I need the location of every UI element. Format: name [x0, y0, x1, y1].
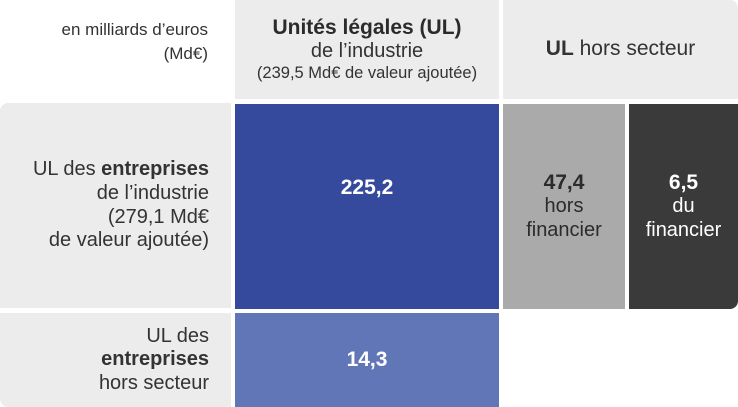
row-title: UL des: [146, 324, 209, 347]
cell-industrie-financier: 6,5 du financier: [629, 104, 738, 309]
row-title-prefix: UL des: [32, 158, 102, 181]
cell-value: 14,3: [346, 347, 388, 371]
column-title-rest: hors secteur: [573, 37, 696, 61]
cell-value: 6,5: [668, 170, 699, 194]
row-header-entreprises-hors-secteur: UL des entreprises hors secteur: [0, 313, 231, 407]
cell-label-line2: financier: [645, 218, 722, 241]
row-value-added-line2: de valeur ajoutée): [48, 229, 209, 252]
column-title: UL hors secteur: [546, 37, 695, 62]
column-title-bold: UL: [545, 37, 574, 61]
row-value-added-line1: (279,1 Md€: [107, 205, 209, 228]
column-header-ul-hors-secteur: UL hors secteur: [503, 0, 738, 99]
cell-industrie-hors-financier: 47,4 hors financier: [503, 104, 625, 309]
unit-label: en milliards d’euros (Md€): [0, 0, 230, 97]
cell-value: 225,2: [340, 176, 394, 199]
row-title-bold: entreprises: [101, 348, 209, 371]
row-header-entreprises-industrie: UL des entreprises de l’industrie (279,1…: [0, 103, 231, 308]
column-value-added: (239,5 Md€ de valeur ajoutée): [256, 63, 478, 82]
cell-label-line1: du: [672, 195, 695, 218]
column-subtitle: de l’industrie: [310, 40, 424, 63]
row-subtitle: de l’industrie: [96, 181, 209, 204]
cell-value: 47,4: [543, 170, 585, 194]
cell-hors-secteur-industrie: 14,3: [235, 313, 499, 407]
row-title-bold: entreprises: [101, 158, 209, 181]
unit-label-line1: en milliards d’euros: [61, 20, 208, 39]
row-title: UL des entreprises: [33, 158, 209, 182]
row-subtitle: hors secteur: [98, 371, 209, 394]
cell-label-line2: financier: [526, 218, 602, 241]
cell-label-line1: hors: [544, 195, 584, 218]
column-title: Unités légales (UL): [272, 15, 462, 39]
unit-label-line2: (Md€): [163, 43, 208, 63]
column-header-ul-industrie: Unités légales (UL) de l’industrie (239,…: [235, 0, 499, 99]
cell-industrie-industrie: 225,2: [235, 104, 499, 309]
